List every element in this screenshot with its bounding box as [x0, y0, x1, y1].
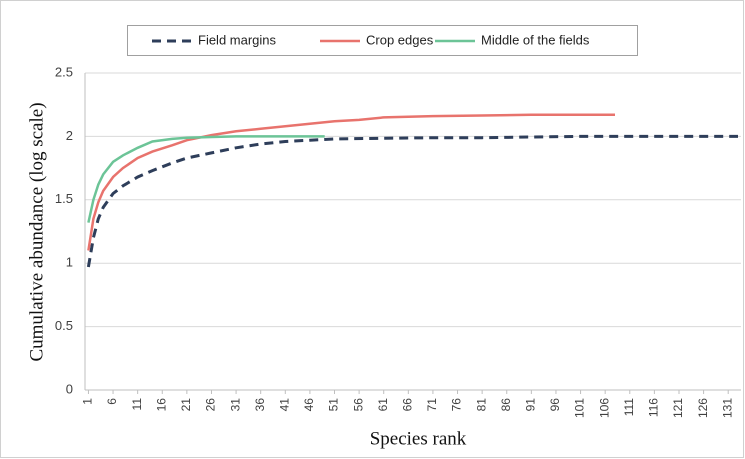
x-tick-label: 66: [400, 398, 414, 412]
x-tick-label: 51: [327, 398, 341, 412]
y-tick-label: 2.5: [55, 64, 73, 79]
x-tick-label: 56: [351, 398, 365, 412]
x-tick-label: 111: [622, 398, 636, 417]
x-tick-label: 71: [425, 398, 439, 412]
y-tick-label: 1.5: [55, 191, 73, 206]
x-tick-label: 106: [597, 398, 611, 418]
x-axis-title: Species rank: [370, 428, 467, 449]
legend-box: [127, 25, 638, 56]
x-tick-label: 6: [105, 398, 119, 405]
series-line: [86, 134, 738, 268]
y-tick-label: 0.5: [55, 318, 73, 333]
legend-label: Field margins: [198, 32, 277, 47]
x-tick-label: 131: [720, 398, 734, 418]
x-tick-label: 26: [204, 398, 218, 412]
legend-label: Crop edges: [366, 32, 434, 47]
y-tick-label: 2: [66, 128, 73, 143]
x-tick-label: 21: [179, 398, 193, 412]
x-tick-label: 36: [253, 398, 267, 412]
x-tick-label: 31: [228, 398, 242, 412]
x-tick-label: 91: [524, 398, 538, 412]
x-tick-label: 116: [647, 398, 661, 417]
x-tick-label: 96: [548, 398, 562, 412]
x-tick-label: 11: [130, 398, 144, 411]
x-tick-label: 86: [499, 398, 513, 412]
x-tick-label: 16: [154, 398, 168, 412]
x-tick-label: 121: [671, 398, 685, 418]
y-tick-label: 0: [66, 381, 73, 396]
x-tick-label: 46: [302, 398, 316, 412]
x-tick-label: 81: [474, 398, 488, 412]
legend-label: Middle of the fields: [481, 32, 590, 47]
x-tick-label: 126: [696, 398, 710, 418]
x-tick-label: 41: [277, 398, 291, 412]
series-line: [87, 135, 325, 223]
series-line: [87, 113, 615, 251]
x-tick-label: 1: [81, 398, 95, 405]
x-tick-label: 76: [450, 398, 464, 412]
x-tick-label: 61: [376, 398, 390, 412]
y-tick-label: 1: [66, 255, 73, 270]
y-axis-title: Cumulative abundance (log scale): [26, 102, 47, 361]
x-tick-label: 101: [573, 398, 587, 418]
